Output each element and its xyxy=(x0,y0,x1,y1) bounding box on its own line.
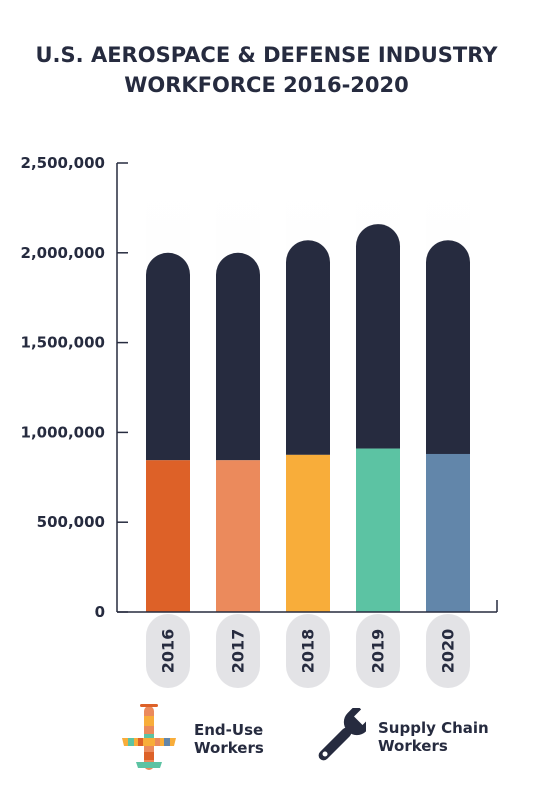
bar-end-use-2020 xyxy=(426,453,470,612)
x-tick-label-2018: 2018 xyxy=(299,629,318,674)
year-pill-2016 xyxy=(146,614,190,688)
bar-end-use-2018 xyxy=(286,454,330,612)
y-tick-label-4: 2,000,000 xyxy=(21,244,105,262)
airplane-icon xyxy=(122,704,176,770)
bar-end-use-2017 xyxy=(216,460,260,612)
y-tick-label-2: 1,000,000 xyxy=(21,423,105,441)
bar-end-use-2019 xyxy=(356,448,400,612)
bar-supply-chain-2017 xyxy=(216,252,260,461)
legend-item-supply-chain: Supply Chain Workers xyxy=(318,708,489,766)
chart-title: U.S. AEROSPACE & DEFENSE INDUSTRY WORKFO… xyxy=(0,40,533,100)
bar-supply-chain-2016 xyxy=(146,252,190,461)
legend-label-supply-chain: Supply Chain Workers xyxy=(378,719,489,755)
legend: End-Use Workers Supply Chain Workers xyxy=(0,700,533,780)
bar-supply-chain-2020 xyxy=(426,240,470,454)
bar-end-use-2016 xyxy=(146,460,190,612)
x-tick-label-2019: 2019 xyxy=(369,629,388,674)
y-tick-label-1: 500,000 xyxy=(37,513,105,531)
year-pill-2017 xyxy=(216,614,260,688)
year-pill-2019 xyxy=(356,614,400,688)
year-pill-2020 xyxy=(426,614,470,688)
y-tick-label-0: 0 xyxy=(95,603,105,621)
y-tick-label-3: 1,500,000 xyxy=(21,334,105,352)
y-tick-label-5: 2,500,000 xyxy=(21,154,105,172)
bar-supply-chain-2019 xyxy=(356,224,400,449)
year-pill-2018 xyxy=(286,614,330,688)
x-tick-label-2016: 2016 xyxy=(159,629,178,674)
x-tick-label-2017: 2017 xyxy=(229,629,248,674)
legend-item-end-use: End-Use Workers xyxy=(118,704,264,774)
wrench-icon xyxy=(318,708,366,761)
chart-title-line1: U.S. AEROSPACE & DEFENSE INDUSTRY xyxy=(35,43,498,67)
legend-label-end-use: End-Use Workers xyxy=(194,721,264,757)
chart-title-line2: WORKFORCE 2016-2020 xyxy=(124,73,409,97)
x-tick-label-2020: 2020 xyxy=(439,629,458,674)
bar-supply-chain-2018 xyxy=(286,240,330,455)
stacked-bar-chart: 2016 2017 2018 2019 2020 0 500,000 1,000,000 1,5… xyxy=(21,150,498,688)
